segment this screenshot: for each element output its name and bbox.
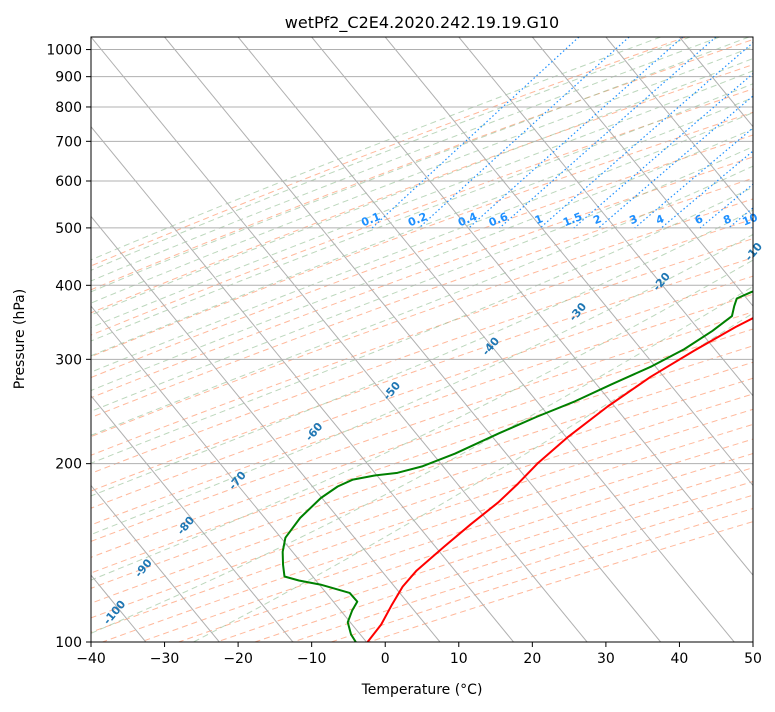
dewpoint-profile-line	[281, 290, 753, 642]
x-tick-label: 50	[744, 651, 762, 667]
dry-adiabat-line	[91, 257, 753, 492]
isotherm-line	[384, 37, 753, 487]
temperature-profile-line	[366, 317, 753, 642]
moist-adiabat-line	[91, 37, 691, 271]
dry-adiabat-line	[91, 88, 753, 336]
y-tick-label: 400	[55, 278, 82, 294]
x-tick-label: −20	[223, 651, 253, 667]
dry-adiabat-line	[91, 311, 753, 542]
dry-adiabat-line	[91, 198, 753, 438]
y-tick-label: 300	[55, 352, 82, 368]
grid-lines	[91, 37, 753, 642]
x-tick-label: 20	[523, 651, 541, 667]
isotherm-line	[311, 37, 753, 576]
mixing-ratio-line	[598, 95, 753, 229]
moist-adiabat-line	[91, 70, 753, 329]
plot-frame	[90, 36, 754, 643]
isotherm-line	[458, 37, 753, 397]
moist-adiabat-line	[91, 37, 661, 261]
x-tick-label: −10	[297, 651, 327, 667]
axes: −40 −30 −20 −10 0 10 20 30 40 50 1000 900 800 700 600 5…	[46, 43, 762, 667]
dry-adiabat-line	[91, 275, 753, 509]
isotherm-line	[91, 484, 220, 642]
moist-adiabat-line	[91, 37, 720, 282]
dry-adiabat-line	[91, 218, 753, 456]
isotherm-line	[237, 37, 735, 642]
x-tick-label: −40	[76, 651, 106, 667]
y-tick-label: 500	[55, 221, 82, 237]
y-tick-label: 1000	[46, 43, 82, 59]
moist-adiabat-line	[91, 83, 753, 342]
dry-adiabat-line	[91, 37, 686, 267]
moist-adiabat-line	[91, 165, 753, 436]
chart-title: wetPf2_C2E4.2020.242.19.19.G10	[285, 13, 559, 33]
mixing-ratio-label: 3	[627, 212, 639, 227]
isotherm-line	[91, 125, 514, 642]
sounding-profiles	[281, 290, 753, 642]
y-tick-label: 200	[55, 457, 82, 473]
x-tick-label: 30	[597, 651, 615, 667]
y-tick-label: 700	[55, 134, 82, 150]
isotherm-line	[91, 215, 441, 642]
isotherm-line	[164, 37, 662, 642]
moist-adiabat-line	[91, 146, 753, 412]
y-tick-label: 600	[55, 174, 82, 190]
isotherm-line	[91, 395, 294, 642]
mixing-ratio-line	[573, 72, 753, 229]
dry-adiabat-line	[91, 328, 753, 558]
dry-adiabat-line	[91, 38, 753, 291]
y-tick-label: 800	[55, 100, 82, 116]
dry-adiabat-line	[91, 361, 753, 589]
x-tick-label: 10	[450, 651, 468, 667]
isotherm-line	[91, 37, 588, 642]
moist-adiabat-line	[91, 186, 753, 464]
x-tick-label: −30	[150, 651, 180, 667]
mixing-ratio-line	[539, 41, 753, 229]
y-tick-label: 900	[55, 70, 82, 86]
mixing-ratio-line	[699, 183, 753, 229]
mixing-ratio-label: 10	[740, 211, 759, 229]
x-tick-label: 0	[381, 651, 390, 667]
isotherm-line	[531, 37, 753, 307]
mixing-ratio-label: 2	[591, 212, 603, 227]
mixing-ratio-label: 1	[533, 212, 545, 227]
y-tick-label: 100	[55, 635, 82, 651]
mixing-ratio-line	[418, 37, 630, 229]
x-tick-label: 40	[671, 651, 689, 667]
moist-adiabat-line	[91, 112, 753, 373]
y-axis-label: Pressure (hPa)	[12, 289, 28, 389]
isotherm-line	[605, 37, 753, 218]
mixing-ratio-lines	[371, 37, 753, 229]
x-axis-label: Temperature (°C)	[361, 682, 483, 698]
dry-adiabat-line	[91, 377, 753, 604]
mixing-ratio-label: 8	[721, 212, 733, 227]
moist-adiabat-line	[91, 57, 753, 316]
